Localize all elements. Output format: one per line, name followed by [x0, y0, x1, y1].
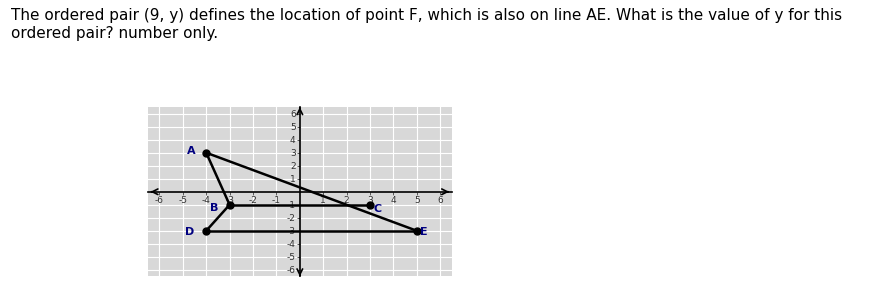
Text: B: B [209, 203, 217, 213]
Text: A: A [187, 146, 196, 156]
Text: E: E [420, 227, 427, 237]
Text: The ordered pair (9, y) defines the location of point F, which is also on line A: The ordered pair (9, y) defines the loca… [11, 8, 841, 41]
Text: D: D [185, 227, 194, 237]
Text: C: C [373, 204, 381, 214]
